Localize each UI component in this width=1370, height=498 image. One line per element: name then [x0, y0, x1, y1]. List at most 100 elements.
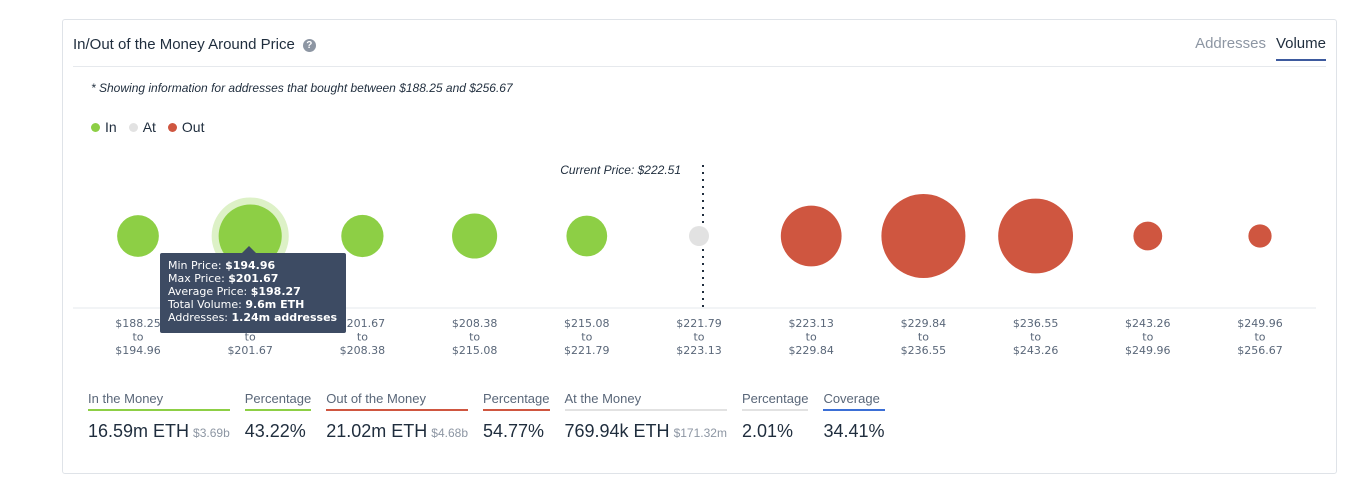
x-tick-label: $256.67: [1237, 344, 1283, 357]
stat-at-percentage: Percentage 2.01%: [741, 391, 809, 442]
tooltip-min-value: $194.96: [225, 259, 276, 272]
x-tick-label: $215.08: [452, 344, 498, 357]
x-tick-label: $201.67: [340, 317, 386, 330]
legend-item-at[interactable]: At: [128, 119, 156, 135]
bubble-in[interactable]: [452, 213, 498, 259]
stat-value-row: 21.02m ETH $4.68b: [326, 421, 468, 442]
x-tick-label: to: [806, 331, 817, 344]
stat-in-the-money: In the Money 16.59m ETH $3.69b: [88, 391, 230, 442]
bubble-chart: Current Price: $222.51$188.25to$194.96$1…: [73, 163, 1316, 357]
x-tick-label: $223.13: [788, 317, 834, 330]
chart-card: In/Out of the Money Around Price? Addres…: [62, 19, 1337, 474]
x-tick-label: to: [918, 331, 929, 344]
stat-sub: $4.68b: [431, 426, 468, 440]
x-tick-label: to: [357, 331, 368, 344]
card-title-text: In/Out of the Money Around Price: [73, 36, 295, 53]
view-tabs: Addresses Volume: [1195, 35, 1326, 61]
stat-out-percentage: Percentage 54.77%: [483, 391, 550, 442]
x-tick-label: $243.26: [1125, 317, 1171, 330]
legend-label-at: At: [142, 119, 156, 135]
tooltip-min-row: Min Price: $194.96: [168, 259, 338, 272]
stat-label: Percentage: [244, 391, 312, 411]
stat-value-row: 43.22%: [245, 421, 312, 442]
x-tick-label: $249.96: [1125, 344, 1171, 357]
x-tick-label: to: [1254, 331, 1265, 344]
stat-in-percentage: Percentage 43.22%: [244, 391, 312, 442]
tooltip-avg-value: $198.27: [250, 285, 301, 298]
bubble-in[interactable]: [218, 204, 282, 268]
x-tick-label: $188.25: [115, 317, 161, 330]
stat-value: 54.77%: [483, 421, 545, 441]
bubble-in[interactable]: [566, 215, 608, 257]
help-icon[interactable]: ?: [302, 39, 316, 52]
x-tick-label: $201.67: [227, 344, 273, 357]
x-tick-label: $208.38: [340, 344, 386, 357]
x-tick-label: to: [469, 331, 480, 344]
bubble-in[interactable]: [117, 215, 159, 257]
summary-stats: In the Money 16.59m ETH $3.69b Percentage…: [88, 391, 900, 442]
legend-dot-out: [167, 122, 177, 132]
tooltip-vol-label: Total Volume:: [168, 298, 242, 311]
card-title: In/Out of the Money Around Price?: [73, 36, 316, 53]
x-tick-label: $236.55: [1013, 317, 1059, 330]
stat-value-row: 16.59m ETH $3.69b: [88, 421, 230, 442]
bubble-out[interactable]: [780, 205, 842, 267]
price-range-note: * Showing information for addresses that…: [91, 81, 513, 95]
stat-label: In the Money: [88, 391, 230, 411]
stat-value: 43.22%: [244, 421, 306, 441]
x-tick-label: $243.26: [1013, 344, 1059, 357]
tooltip-avg-label: Average Price:: [168, 285, 248, 298]
legend: In At Out: [91, 119, 205, 135]
bubble-out[interactable]: [998, 198, 1074, 274]
stat-value: 769.94k ETH: [564, 421, 670, 441]
bubble-out[interactable]: [1133, 221, 1163, 251]
stat-sub: $171.32m: [673, 426, 727, 440]
bubble-out[interactable]: [1248, 224, 1272, 248]
x-tick-label: to: [245, 331, 256, 344]
bubble-out[interactable]: [881, 194, 966, 278]
bubble-in[interactable]: [341, 214, 384, 258]
tooltip-avg-row: Average Price: $198.27: [168, 285, 338, 298]
stat-value: 21.02m ETH: [326, 421, 428, 441]
legend-item-in[interactable]: In: [91, 119, 117, 135]
x-tick-label: $249.96: [1237, 317, 1283, 330]
legend-dot-in: [91, 122, 100, 132]
stat-label: Percentage: [483, 391, 550, 411]
stat-value: 34.41%: [823, 421, 885, 441]
stat-value: 16.59m ETH: [88, 421, 190, 441]
x-tick-label: to: [132, 331, 143, 344]
x-tick-label: $236.55: [901, 344, 947, 357]
tab-volume[interactable]: Volume: [1275, 35, 1326, 61]
stat-label: Coverage: [823, 391, 885, 411]
x-tick-label: to: [1142, 331, 1153, 344]
x-tick-label: $221.79: [676, 317, 722, 330]
legend-label-out: Out: [181, 119, 205, 135]
stat-sub: $3.69b: [193, 426, 230, 440]
legend-item-out[interactable]: Out: [167, 119, 205, 135]
bubble-at[interactable]: [689, 226, 709, 246]
current-price-label: Current Price: $222.51: [560, 163, 681, 177]
stat-out-of-the-money: Out of the Money 21.02m ETH $4.68b: [326, 391, 468, 442]
legend-label-in: In: [105, 119, 117, 135]
x-tick-label: $229.84: [788, 344, 834, 357]
x-tick-label: to: [693, 331, 704, 344]
x-tick-label: to: [581, 331, 592, 344]
x-tick-label: $194.96: [115, 344, 161, 357]
stat-label: Percentage: [741, 391, 809, 411]
stat-label: Out of the Money: [326, 391, 468, 411]
stat-value-row: 34.41%: [823, 421, 884, 442]
x-tick-label: $208.38: [452, 317, 498, 330]
x-tick-label: $221.79: [564, 344, 610, 357]
tooltip-max-row: Max Price: $201.67: [168, 272, 338, 285]
tooltip-vol-row: Total Volume: 9.6m ETH: [168, 298, 338, 311]
x-tick-label: to: [1030, 331, 1041, 344]
stat-value: 2.01%: [741, 421, 793, 441]
stat-coverage: Coverage 34.41%: [823, 391, 885, 442]
stat-label: At the Money: [564, 391, 727, 411]
tab-addresses[interactable]: Addresses: [1195, 35, 1266, 52]
header-divider: [73, 66, 1326, 67]
tooltip-max-value: $201.67: [228, 272, 279, 285]
x-tick-label: $215.08: [564, 317, 610, 330]
x-tick-label: $229.84: [901, 317, 947, 330]
tooltip-addr-value: 1.24m addresses: [231, 311, 338, 324]
